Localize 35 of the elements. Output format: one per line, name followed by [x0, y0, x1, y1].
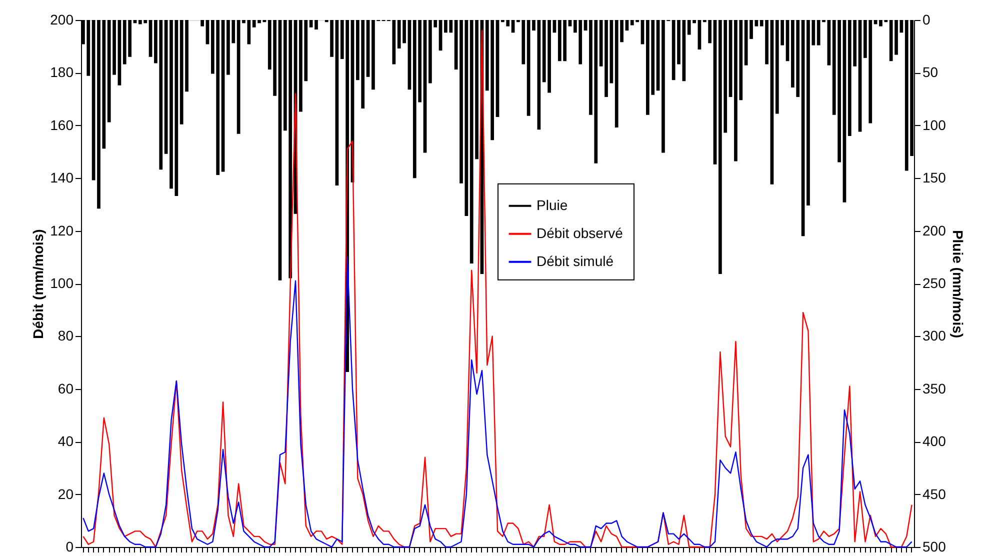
y2-tick-label: 250 [922, 275, 946, 291]
y2-axis-title: Pluie (mm/mois) [950, 230, 966, 338]
y-tick-label: 120 [50, 222, 74, 238]
y-tick-label: 200 [50, 12, 74, 28]
y-tick-label: 80 [58, 328, 74, 344]
y2-tick-label: 500 [922, 538, 946, 554]
y2-tick-label: 200 [922, 222, 946, 238]
bar [827, 20, 831, 66]
bar [568, 20, 572, 26]
y2-tick-label: 100 [922, 116, 946, 133]
y-tick-label: 100 [50, 275, 74, 291]
y2-tick-label: 400 [922, 433, 946, 450]
bar [309, 20, 313, 28]
legend-label: Débit simulé [536, 252, 614, 269]
y-tick-label: 180 [50, 64, 74, 80]
y2-tick-label: 50 [922, 64, 938, 80]
y-tick-label: 40 [58, 433, 74, 450]
y2-tick-label: 350 [922, 380, 946, 396]
line-series [82, 256, 912, 548]
legend-label: Débit observé [536, 224, 624, 241]
y-tick-label: 60 [58, 380, 74, 396]
y-tick-label: 160 [50, 116, 74, 133]
y-tick-label: 0 [66, 538, 74, 554]
y-tick-label: 20 [58, 486, 74, 502]
y-tick-label: 140 [50, 170, 74, 186]
bar [314, 20, 318, 30]
y2-tick-label: 0 [922, 12, 930, 28]
legend-label: Pluie [536, 196, 568, 213]
y-axis-title: Débit (mm/mois) [30, 229, 46, 339]
y2-tick-label: 150 [922, 170, 946, 186]
y2-tick-label: 300 [922, 328, 946, 344]
y2-tick-label: 450 [922, 486, 946, 502]
line-series [82, 30, 912, 548]
bar [200, 20, 204, 26]
bar [754, 20, 758, 26]
